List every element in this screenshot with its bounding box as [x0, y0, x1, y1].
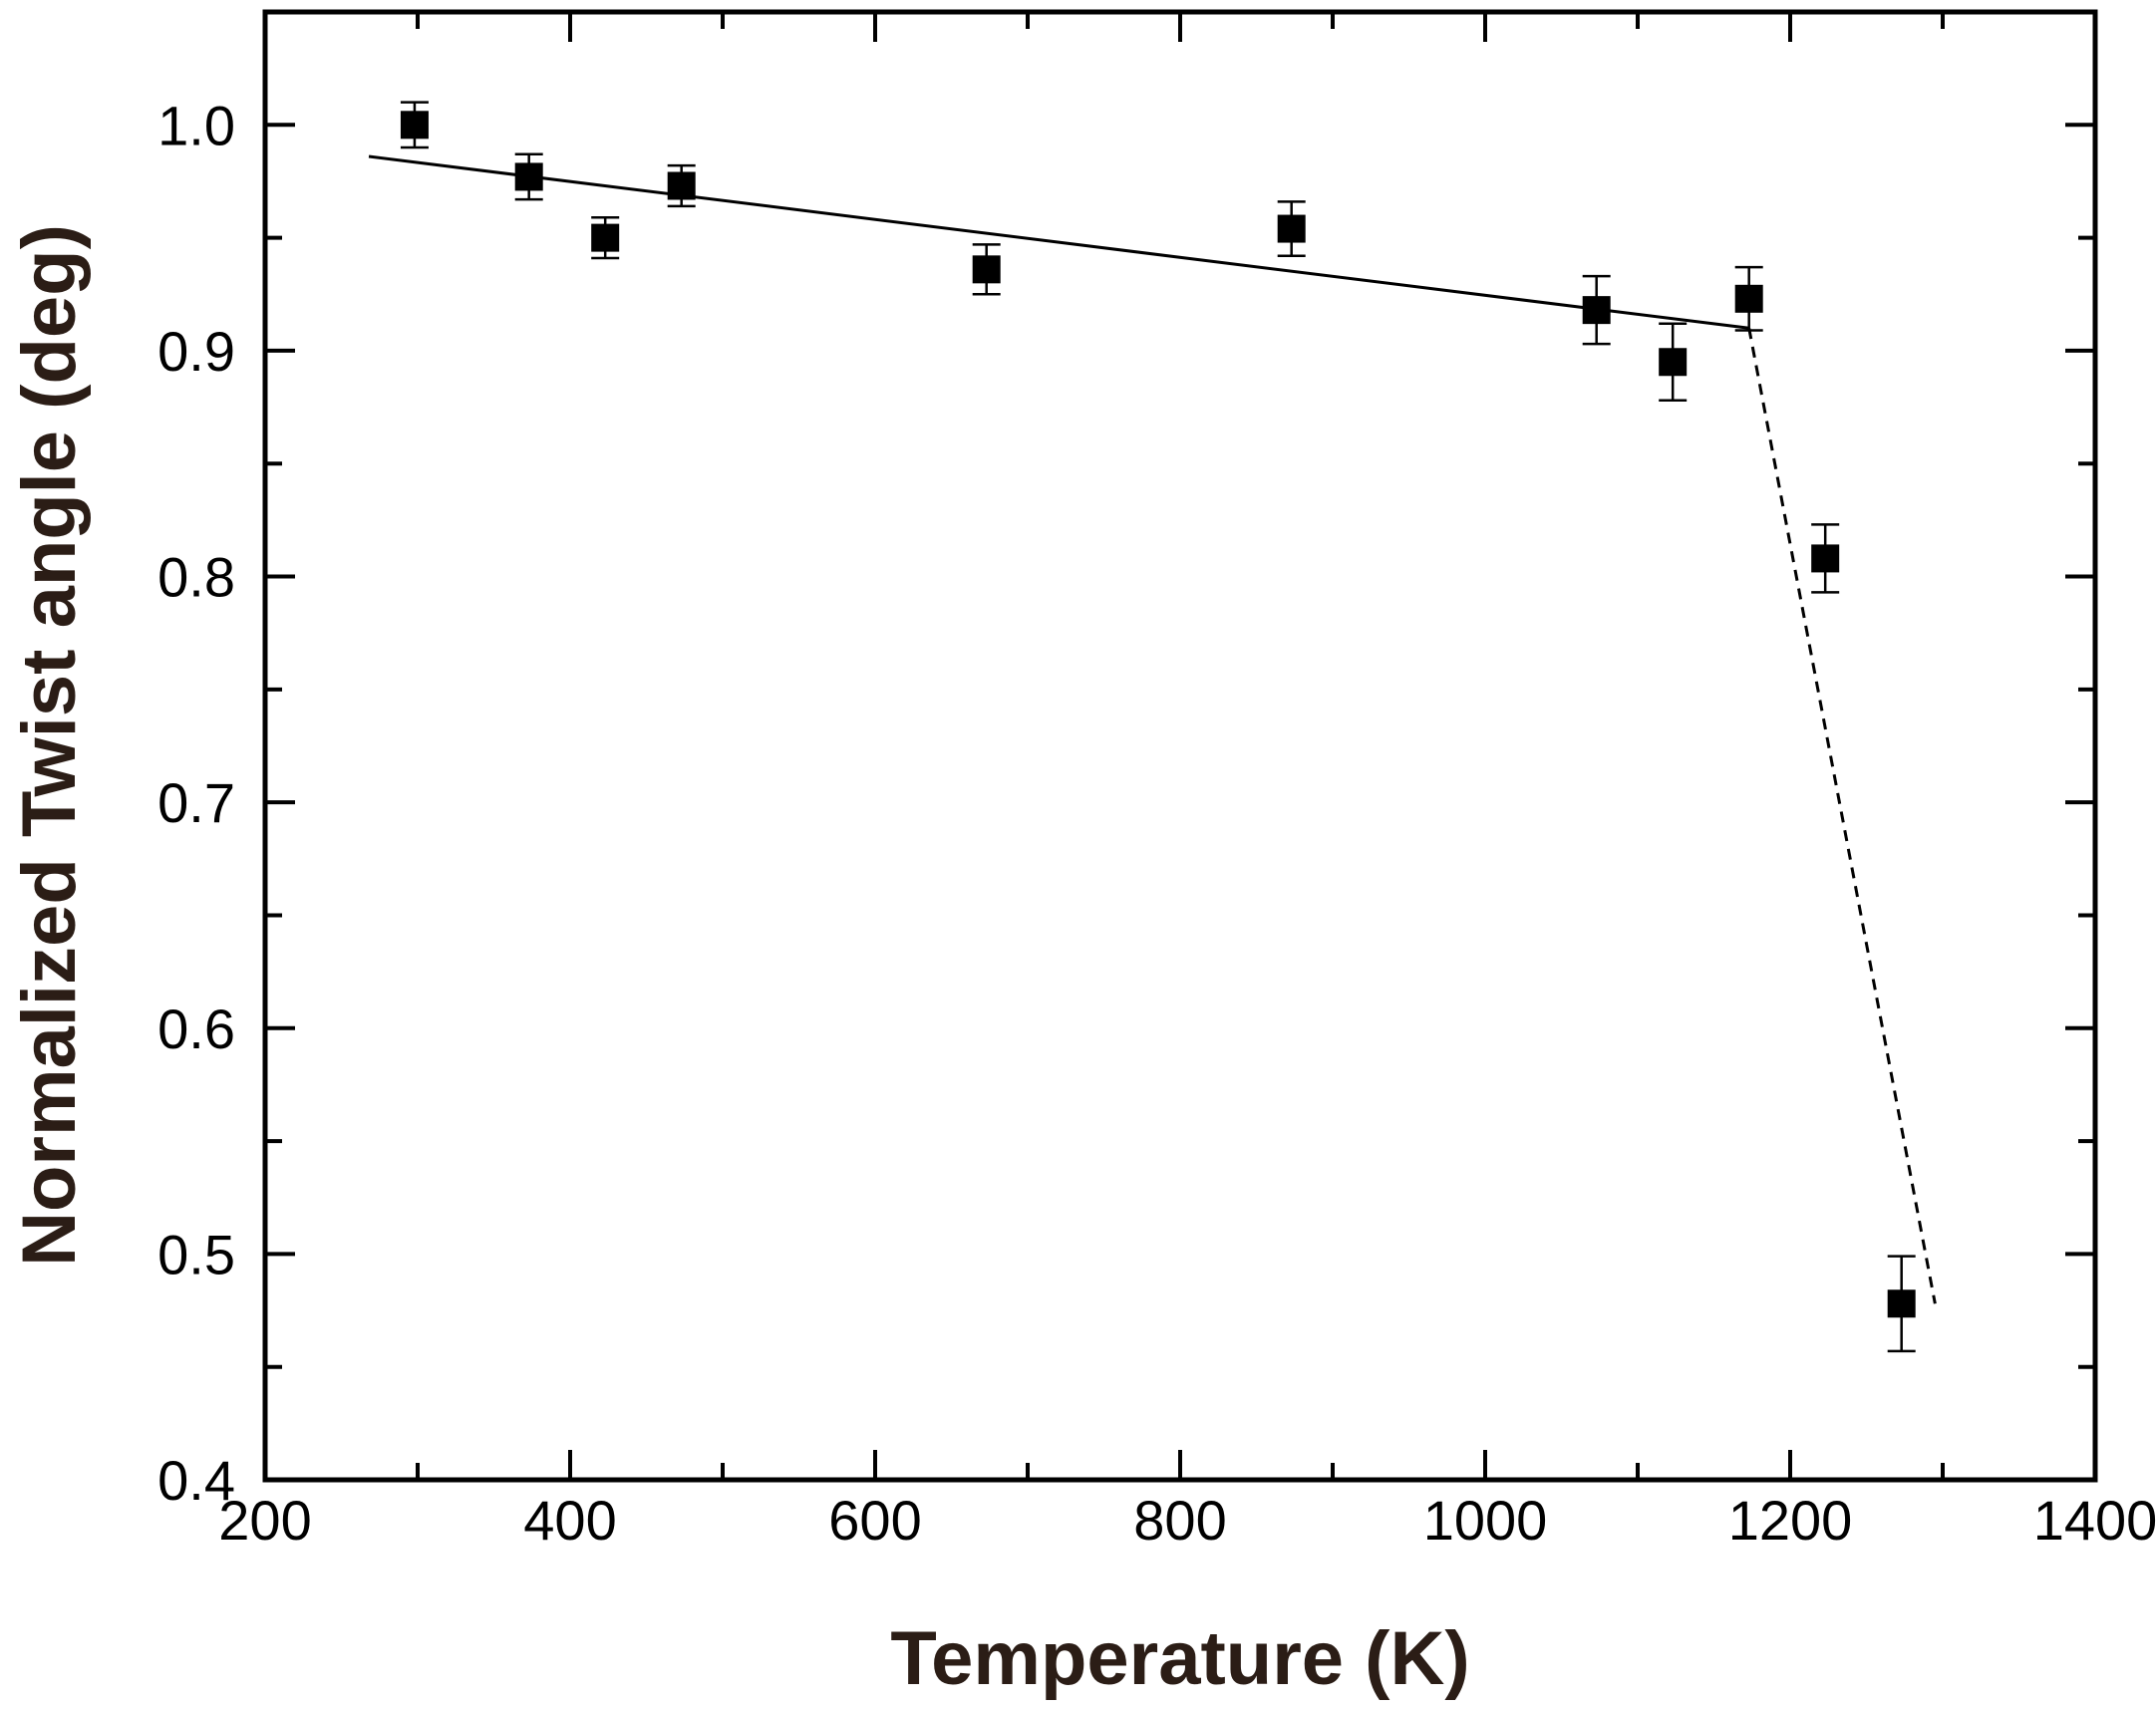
data-point	[1277, 214, 1306, 243]
plot-frame	[262, 9, 2098, 1483]
y-tick-label: 0.9	[157, 320, 235, 383]
data-point	[1887, 1289, 1916, 1318]
x-tick-label: 800	[1133, 1489, 1226, 1552]
y-tick-label: 0.4	[157, 1449, 235, 1512]
y-tick-label: 0.5	[157, 1223, 235, 1285]
data-point	[667, 171, 696, 200]
x-tick-label: 1000	[1423, 1489, 1548, 1552]
data-point	[1811, 544, 1840, 573]
y-axis-title: Normalized Twist angle (deg)	[7, 224, 92, 1267]
data-point	[1659, 348, 1688, 377]
data-point	[972, 255, 1001, 284]
data-point	[400, 111, 429, 140]
x-tick-label: 400	[523, 1489, 616, 1552]
x-tick-label: 200	[218, 1489, 311, 1552]
axis-tick-labels: 200 400 600 800 1000 1200 1400 0.4 0.5 0.6 0.7 0.8 0…	[157, 94, 2156, 1552]
data-point	[1734, 284, 1763, 313]
fit-lines	[368, 154, 1937, 1304]
y-tick-label: 0.6	[157, 997, 235, 1060]
solid-fit-line	[368, 154, 1749, 330]
dashed-fit-line	[1747, 327, 1937, 1304]
data-point	[1582, 296, 1611, 325]
x-tick-label: 600	[828, 1489, 921, 1552]
x-tick-label: 1400	[2033, 1489, 2156, 1552]
x-axis-title: Temperature (K)	[890, 1616, 1469, 1701]
data-point	[591, 223, 620, 252]
data-points	[400, 101, 1916, 1353]
y-tick-label: 0.7	[157, 771, 235, 834]
data-point	[514, 162, 543, 191]
y-tick-label: 1.0	[157, 94, 235, 156]
axis-ticks	[263, 12, 2097, 1482]
x-tick-label: 1200	[1728, 1489, 1853, 1552]
y-tick-label: 0.8	[157, 546, 235, 609]
